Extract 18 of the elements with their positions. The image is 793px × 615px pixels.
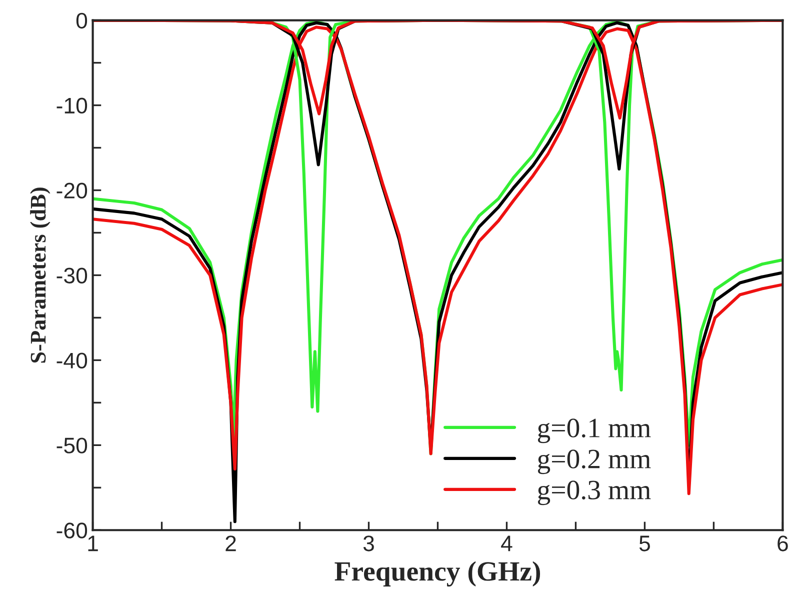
y-tick-label: -20 bbox=[56, 182, 88, 199]
y-axis-title: S-Parameters (dB) bbox=[30, 188, 50, 363]
y-tick-label: -30 bbox=[56, 268, 88, 284]
x-tick-label: 4 bbox=[501, 536, 512, 552]
x-tick-label: 3 bbox=[363, 536, 374, 552]
y-tick-label: 0 bbox=[76, 12, 88, 29]
legend-label: g=0.3 mm bbox=[538, 480, 651, 506]
x-axis-title: Frequency (GHz) bbox=[334, 561, 540, 587]
y-tick-label: -40 bbox=[56, 352, 88, 368]
x-tick-label: 2 bbox=[226, 536, 236, 552]
x-tick-label: 6 bbox=[778, 536, 788, 552]
legend-label: g=0.1 mm bbox=[538, 418, 651, 444]
y-tick-label: -10 bbox=[56, 98, 88, 114]
y-tick-label: -50 bbox=[56, 438, 88, 454]
x-tick-label: 1 bbox=[88, 536, 98, 552]
y-tick-label: -60 bbox=[56, 522, 88, 538]
x-tick-label: 5 bbox=[639, 536, 650, 552]
legend-label: g=0.2 mm bbox=[538, 450, 651, 474]
